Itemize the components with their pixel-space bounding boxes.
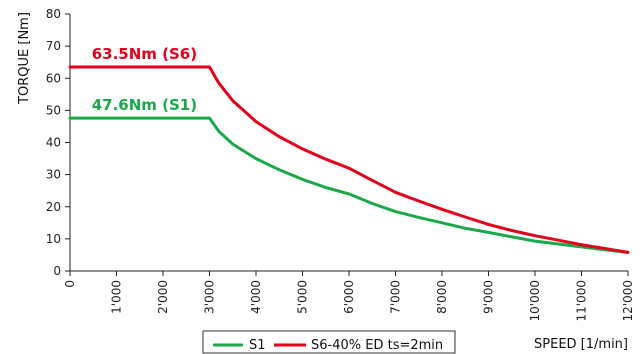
y-tick-label: 10 [46,232,61,246]
series-line-s1 [68,116,630,254]
x-tick-label: 7'000 [389,280,403,314]
annotation-s6-peak: 63.5Nm (S6) [92,45,197,63]
x-tick-label: 11'000 [575,280,589,321]
legend-label-s6: S6-40% ED ts=2min [311,338,443,353]
x-tick-label: 10'000 [528,280,542,321]
series-line-s6 [68,65,630,254]
y-tick-label: 60 [46,71,61,85]
y-axis-ticks: 0 10 20 30 40 50 60 70 80 [46,7,70,278]
x-axis-ticks: 0 1'000 2'000 3'000 4'000 5'000 6'000 7'000 8'00… [63,271,635,321]
legend-label-s1: S1 [249,338,266,353]
x-axis-title: SPEED [1/min] [534,337,628,352]
x-tick-label: 2'000 [156,280,170,314]
x-tick-label: 8'000 [435,280,449,314]
y-tick-label: 30 [46,168,61,182]
series-layer [68,65,630,254]
y-tick-label: 50 [46,103,61,117]
y-tick-label: 20 [46,200,61,214]
y-tick-label: 80 [46,7,61,21]
x-tick-label: 4'000 [249,280,263,314]
annotation-layer: 63.5Nm (S6) 47.6Nm (S1) [92,45,197,114]
legend-box [202,330,456,354]
y-tick-label: 70 [46,39,61,53]
y-tick-label: 0 [53,264,61,278]
y-tick-label: 40 [46,136,61,150]
legend: S1 S6-40% ED ts=2min [202,330,456,354]
x-tick-label: 6'000 [342,280,356,314]
x-tick-label: 5'000 [296,280,310,314]
x-tick-label: 3'000 [203,280,217,314]
annotation-s1-peak: 47.6Nm (S1) [92,96,197,114]
x-tick-label: 12'000 [621,280,635,321]
y-axis-title: TORQUE [Nm] [17,12,32,105]
x-tick-label: 0 [63,280,77,288]
x-tick-label: 1'000 [110,280,124,314]
x-tick-label: 9'000 [482,280,496,314]
